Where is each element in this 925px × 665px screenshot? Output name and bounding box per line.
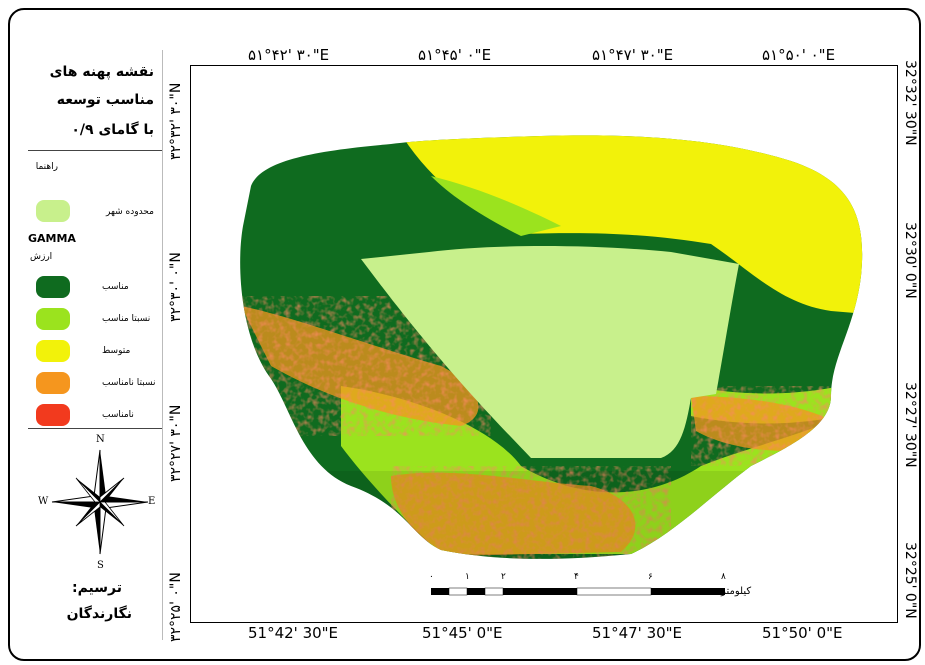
- map-frame: ۰ ۱ ۲ ۴ ۶ ۸ کیلومتر: [190, 65, 898, 623]
- scale-tick-0: ۰: [429, 572, 434, 582]
- scale-bar: [431, 587, 725, 596]
- credit-author: نگارندگان: [66, 606, 132, 622]
- right-coord-4: 32°25' 0"N: [902, 542, 918, 619]
- legend-class-label-2: نسبتا مناسب: [102, 314, 151, 324]
- top-coord-3: ۵۱°۴۷' ۳۰"E: [592, 46, 674, 64]
- watermark-band: [240, 471, 863, 559]
- legend-class-label-3: متوسط: [102, 346, 131, 356]
- suitability-map: [240, 135, 863, 596]
- scale-tick-4: ۴: [574, 572, 579, 582]
- map-title-line3: با گامای ۰/۹: [71, 122, 154, 138]
- legend-swatch-1: [36, 276, 70, 298]
- right-coord-2: 32°30' 0"N: [902, 222, 918, 299]
- legend-swatch-4: [36, 372, 70, 394]
- scale-unit: کیلومتر: [721, 586, 752, 597]
- map-title-line2: مناسب توسعه: [56, 92, 154, 108]
- left-coord-3: ۳۲°۲۷' ۳۰"N: [168, 404, 184, 482]
- scale-tick-8: ۸: [721, 572, 726, 582]
- legend-swatch-2: [36, 308, 70, 330]
- bottom-coord-4: 51°50' 0"E: [762, 624, 843, 642]
- legend-swatch-5: [36, 404, 70, 426]
- legend-class-label-5: نامناسب: [102, 410, 134, 420]
- north-arrow-icon: N S E W: [38, 434, 160, 571]
- north-label: N: [96, 434, 105, 445]
- legend-label-boundary: محدوده شهر: [106, 207, 154, 217]
- south-label: S: [97, 560, 104, 571]
- zone-moderate: [396, 135, 863, 316]
- legend-divider: [28, 428, 162, 429]
- left-coord-2: ۳۲°۳۰' ۰"N: [168, 252, 184, 322]
- bottom-coord-3: 51°47' 30"E: [592, 624, 683, 642]
- legend-class-label-4: نسبتا نامناسب: [102, 378, 156, 388]
- top-coord-4: ۵۱°۵۰' ۰"E: [762, 46, 836, 64]
- zone-unsuitable-3: [691, 386, 851, 466]
- map-sheet: نقشه پهنه های مناسب توسعه با گامای ۰/۹ ر…: [8, 8, 921, 661]
- legend-swatch-3: [36, 340, 70, 362]
- left-coord-4: ۳۲°۲۵' ۰"N: [168, 572, 184, 642]
- legend-gamma-label: GAMMA: [28, 232, 76, 245]
- legend-class-label-1: مناسب: [102, 282, 129, 292]
- top-coord-2: ۵۱°۴۵' ۰"E: [418, 46, 492, 64]
- city-boundary-polygon: [361, 246, 739, 458]
- legend-heading: راهنما: [35, 162, 58, 172]
- right-coord-3: 32°27' 30"N: [902, 382, 918, 468]
- scale-tick-1: ۱: [465, 572, 470, 582]
- scale-tick-6: ۶: [648, 572, 653, 582]
- legend-swatch-boundary: [36, 200, 70, 222]
- legend-panel: نقشه پهنه های مناسب توسعه با گامای ۰/۹ ر…: [22, 50, 163, 640]
- right-coord-1: 32°32' 30"N: [902, 60, 918, 146]
- zone-unsuitable-2: [391, 466, 671, 559]
- bottom-coord-2: 51°45' 0"E: [422, 624, 503, 642]
- scale-tick-2: ۲: [501, 572, 506, 582]
- west-label: W: [38, 496, 49, 507]
- map-title-line1: نقشه پهنه های: [49, 64, 154, 80]
- top-coord-1: ۵۱°۴۲' ۳۰"E: [248, 46, 330, 64]
- east-label: E: [148, 496, 156, 507]
- legend-value-label: ارزش: [30, 252, 53, 262]
- bottom-coord-1: 51°42' 30"E: [248, 624, 339, 642]
- title-divider: [28, 150, 162, 151]
- zone-relatively-suitable-1: [431, 176, 561, 236]
- left-coord-1: ۳۲°۳۲' ۳۰"N: [168, 82, 184, 160]
- credit-label: ترسیم:: [71, 580, 122, 596]
